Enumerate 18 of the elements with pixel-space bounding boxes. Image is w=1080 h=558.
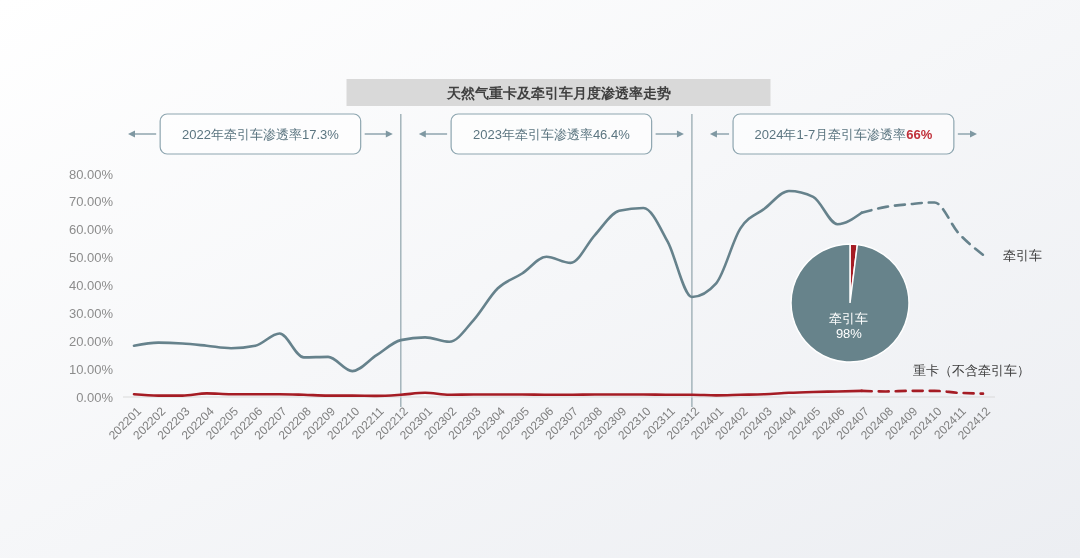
chart-title: 天然气重卡及牵引车月度渗透率走势: [445, 85, 671, 101]
y-tick-label: 70.00%: [68, 194, 114, 210]
series-label: 牵引车: [1003, 247, 1042, 263]
text: 2023年牵引车渗透率46.4%: [472, 127, 631, 142]
y-tick-label: 30.00%: [68, 305, 114, 321]
y-tick-label: 40.00%: [68, 278, 114, 294]
text: 2024年1-7月牵引车渗透率66%: [754, 127, 933, 142]
y-tick-label: 20.00%: [68, 333, 114, 349]
pie-slice: [790, 243, 910, 363]
y-tick-label: 50.00%: [68, 250, 114, 266]
text: 2022年牵引车渗透率17.3%: [182, 127, 340, 142]
series-label: 重卡（不含牵引车）: [913, 362, 1030, 378]
y-tick-label: 10.00%: [68, 361, 114, 377]
y-tick-label: 60.00%: [68, 222, 114, 238]
slice-label: 牵引车: [829, 310, 869, 326]
y-tick-label: 80.00%: [68, 166, 114, 182]
y-tick-label: 0.00%: [76, 389, 114, 405]
data-label: 98%: [835, 325, 863, 341]
